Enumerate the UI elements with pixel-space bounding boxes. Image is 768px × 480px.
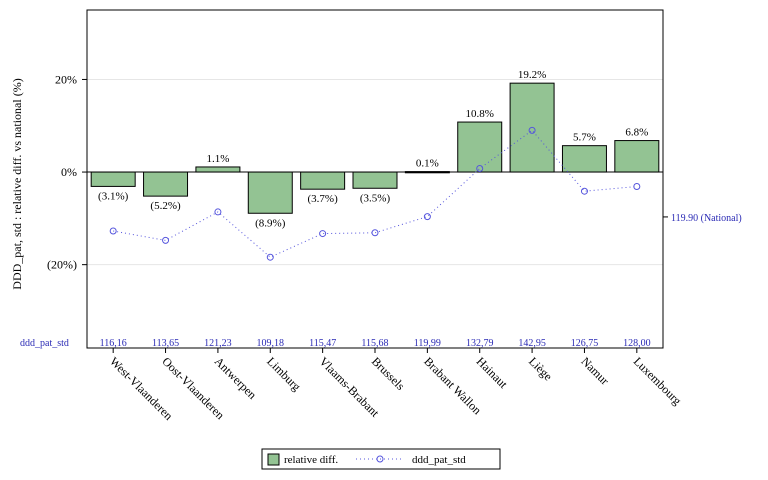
line-point [528,126,536,134]
x-tick-label: Liège [526,354,555,383]
bar-label: 1.1% [206,153,229,165]
line-value-label: 113,65 [152,338,179,349]
line-value-label: 109,18 [257,338,285,349]
line-point [214,208,222,216]
y-axis-label: DDD_pat, std : relative diff. vs nationa… [10,78,24,289]
line-point [423,213,431,221]
bar-label: 0.1% [416,158,439,170]
line-value-label: 115,68 [361,338,388,349]
bar-label: (3.1%) [98,190,129,202]
bar-series: (3.1%) (5.2%) 1.1% (8.9%) (3.7%) (3.5%) 0.1% 10… [90,69,660,229]
line-value-label: 119,99 [414,338,441,349]
x-tick-label: Hainaut [474,354,511,391]
bar [247,171,293,214]
line-value-label: 116,16 [100,338,127,349]
bar-label: (3.5%) [360,192,391,204]
reference-marker: 119.90 (National) [663,213,742,224]
line-point [371,229,379,237]
legend-bar-swatch [267,453,280,466]
bar [352,171,398,189]
y-tick-label: 20% [55,72,77,86]
line-value-label: 121,23 [204,338,232,349]
series-line [113,129,637,258]
legend: relative diff. ddd_pat_std [261,448,501,470]
bar [143,171,189,197]
line-value-label: 126,75 [571,338,599,349]
bar-label: (5.2%) [150,200,181,212]
bar [614,140,660,173]
line-point [162,236,170,244]
line-point [580,187,588,195]
bar-label: 5.7% [573,132,596,144]
line-series [109,126,641,261]
line-point [109,227,117,235]
bar-label: 19.2% [518,69,546,81]
line-value-label: 132,79 [466,338,494,349]
bar-label: (8.9%) [255,217,286,229]
bar-label: 10.8% [466,108,494,120]
line-point [633,183,641,191]
x-tick-label: Antwerpen [212,354,260,402]
bar [300,171,346,190]
bar [90,171,136,187]
y-tick-label: (20%) [47,258,77,272]
bar [457,121,503,173]
bar-label: 6.8% [625,127,648,139]
legend-line-label: ddd_pat_std [412,454,466,466]
line-value-label: 142,95 [518,338,546,349]
line-point [476,165,484,173]
bar-label: (3.7%) [308,193,339,205]
reference-label: 119.90 (National) [671,213,742,224]
legend-line-marker [376,455,384,463]
x-tick-label: Namur [578,354,611,387]
legend-bar-label: relative diff. [284,454,338,466]
y-tick-label: 0% [61,165,77,179]
bar [195,166,241,173]
line-point [266,253,274,261]
x-tick-label: Brussels [369,354,408,393]
line-value-label: 128,00 [623,338,651,349]
line-value-label: 115,47 [309,338,336,349]
bar [561,145,607,173]
y-axis-ticks: 20% 0% (20%) [47,72,87,272]
table-row-label: ddd_pat_std [20,338,69,349]
x-tick-label: Luxembourg [631,354,685,408]
line-point [319,230,327,238]
x-tick-label: Limburg [264,354,303,393]
line-value-row: 116,16 113,65 121,23 109,18 115,47 115,68 119,… [100,338,651,349]
